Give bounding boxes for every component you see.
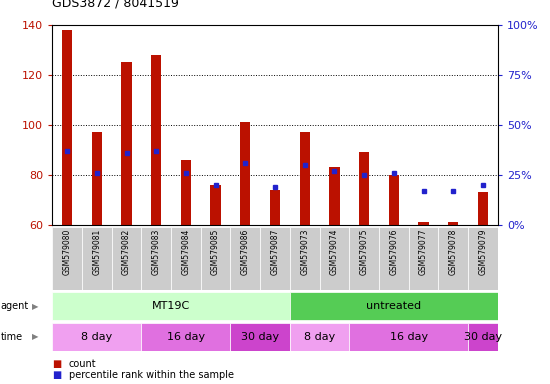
Text: 30 day: 30 day	[241, 332, 279, 342]
Bar	[349, 227, 379, 290]
Bar	[379, 227, 409, 290]
Bar	[468, 227, 498, 290]
Bar	[300, 132, 310, 225]
Bar	[438, 227, 468, 290]
Text: ■: ■	[52, 370, 62, 380]
Bar	[349, 323, 468, 351]
Bar	[141, 227, 171, 290]
Text: GSM579076: GSM579076	[389, 228, 398, 275]
Bar	[171, 227, 201, 290]
Bar	[52, 293, 290, 320]
Bar	[240, 122, 250, 225]
Text: GSM579077: GSM579077	[419, 228, 428, 275]
Text: GSM579081: GSM579081	[92, 228, 101, 275]
Text: GSM579086: GSM579086	[241, 228, 250, 275]
Text: time: time	[1, 332, 23, 342]
Bar	[230, 227, 260, 290]
Text: untreated: untreated	[366, 301, 421, 311]
Text: ■: ■	[52, 359, 62, 369]
Bar	[290, 227, 320, 290]
Bar	[82, 227, 112, 290]
Text: ▶: ▶	[32, 333, 39, 341]
Bar	[211, 185, 221, 225]
Text: GSM579073: GSM579073	[300, 228, 309, 275]
Bar	[112, 227, 141, 290]
Bar	[329, 167, 339, 225]
Bar	[478, 192, 488, 225]
Text: 30 day: 30 day	[464, 332, 502, 342]
Bar	[151, 55, 161, 225]
Bar	[141, 323, 230, 351]
Bar	[260, 227, 290, 290]
Bar	[181, 160, 191, 225]
Text: GSM579080: GSM579080	[63, 228, 72, 275]
Text: GDS3872 / 8041519: GDS3872 / 8041519	[52, 0, 179, 10]
Bar	[122, 62, 131, 225]
Bar	[468, 323, 498, 351]
Bar	[359, 152, 369, 225]
Bar	[290, 293, 498, 320]
Text: GSM579084: GSM579084	[182, 228, 190, 275]
Bar	[230, 323, 290, 351]
Bar	[92, 132, 102, 225]
Bar	[201, 227, 230, 290]
Bar	[320, 227, 349, 290]
Text: 8 day: 8 day	[304, 332, 335, 342]
Text: 8 day: 8 day	[81, 332, 112, 342]
Text: GSM579078: GSM579078	[449, 228, 458, 275]
Text: 16 day: 16 day	[389, 332, 428, 342]
Text: GSM579082: GSM579082	[122, 228, 131, 275]
Bar	[62, 30, 72, 225]
Bar	[290, 323, 349, 351]
Text: GSM579083: GSM579083	[152, 228, 161, 275]
Bar	[270, 190, 280, 225]
Text: MT19C: MT19C	[152, 301, 190, 311]
Bar	[419, 222, 428, 225]
Text: 16 day: 16 day	[167, 332, 205, 342]
Text: count: count	[69, 359, 96, 369]
Text: GSM579075: GSM579075	[360, 228, 368, 275]
Text: GSM579079: GSM579079	[478, 228, 487, 275]
Text: ▶: ▶	[32, 302, 39, 311]
Bar	[52, 227, 82, 290]
Text: GSM579087: GSM579087	[271, 228, 279, 275]
Bar	[389, 175, 399, 225]
Text: GSM579074: GSM579074	[330, 228, 339, 275]
Text: agent: agent	[1, 301, 29, 311]
Text: GSM579085: GSM579085	[211, 228, 220, 275]
Bar	[448, 222, 458, 225]
Bar	[409, 227, 438, 290]
Bar	[52, 323, 141, 351]
Text: percentile rank within the sample: percentile rank within the sample	[69, 370, 234, 380]
